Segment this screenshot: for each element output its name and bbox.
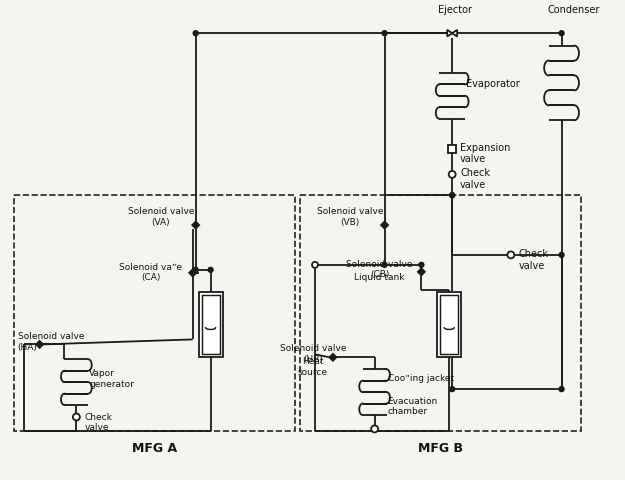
Circle shape: [208, 267, 213, 272]
Polygon shape: [192, 222, 199, 228]
Polygon shape: [452, 30, 457, 36]
Circle shape: [559, 252, 564, 257]
Polygon shape: [381, 222, 388, 228]
Text: Solenoid valve
(HA): Solenoid valve (HA): [18, 333, 84, 352]
Circle shape: [449, 171, 456, 178]
Circle shape: [450, 193, 454, 198]
Circle shape: [508, 252, 514, 258]
Circle shape: [190, 270, 195, 276]
Text: Ejector: Ejector: [438, 5, 472, 15]
Text: Check
valve: Check valve: [519, 249, 549, 271]
Bar: [440, 295, 458, 354]
Text: Solenoid valve
(VA): Solenoid valve (VA): [127, 207, 194, 227]
Circle shape: [371, 425, 378, 432]
Circle shape: [73, 413, 80, 420]
Circle shape: [193, 31, 198, 36]
Circle shape: [382, 31, 387, 36]
Polygon shape: [329, 354, 336, 361]
Text: Condenser: Condenser: [548, 5, 600, 15]
Text: Solenoid vaˮe
(CA): Solenoid vaˮe (CA): [119, 263, 182, 282]
Text: Check
valve: Check valve: [460, 168, 490, 190]
Text: Liquid tank: Liquid tank: [354, 273, 405, 282]
Text: Evaporator: Evaporator: [466, 79, 520, 89]
Bar: [438, 292, 461, 357]
Polygon shape: [448, 30, 452, 36]
Circle shape: [419, 263, 424, 267]
Polygon shape: [418, 268, 425, 276]
Text: Heat
source: Heat source: [298, 357, 328, 377]
Circle shape: [193, 267, 198, 272]
Circle shape: [450, 387, 454, 392]
Text: Evacuation
chamber: Evacuation chamber: [388, 397, 438, 417]
Circle shape: [312, 262, 318, 268]
Bar: [202, 295, 219, 354]
Bar: [300, 195, 581, 431]
Polygon shape: [36, 341, 43, 348]
Text: Solenoid valve
(HB): Solenoid valve (HB): [280, 344, 346, 364]
Text: MFG B: MFG B: [418, 442, 463, 455]
Circle shape: [559, 31, 564, 36]
Circle shape: [559, 387, 564, 392]
Text: Check
valve: Check valve: [84, 413, 112, 432]
Circle shape: [382, 263, 387, 267]
Text: Cooˮing jacket: Cooˮing jacket: [388, 374, 454, 383]
Bar: [448, 144, 456, 153]
Bar: [14, 195, 295, 431]
Circle shape: [450, 193, 454, 198]
Text: Solenoid valve
(CB): Solenoid valve (CB): [346, 260, 413, 279]
Text: MFG A: MFG A: [132, 442, 177, 455]
Polygon shape: [189, 269, 196, 276]
Text: Solenoid valve
(VB): Solenoid valve (VB): [316, 207, 383, 227]
Text: Expansion
valve: Expansion valve: [460, 143, 511, 164]
Bar: [199, 292, 222, 357]
Text: Vapor
generator: Vapor generator: [89, 369, 134, 389]
